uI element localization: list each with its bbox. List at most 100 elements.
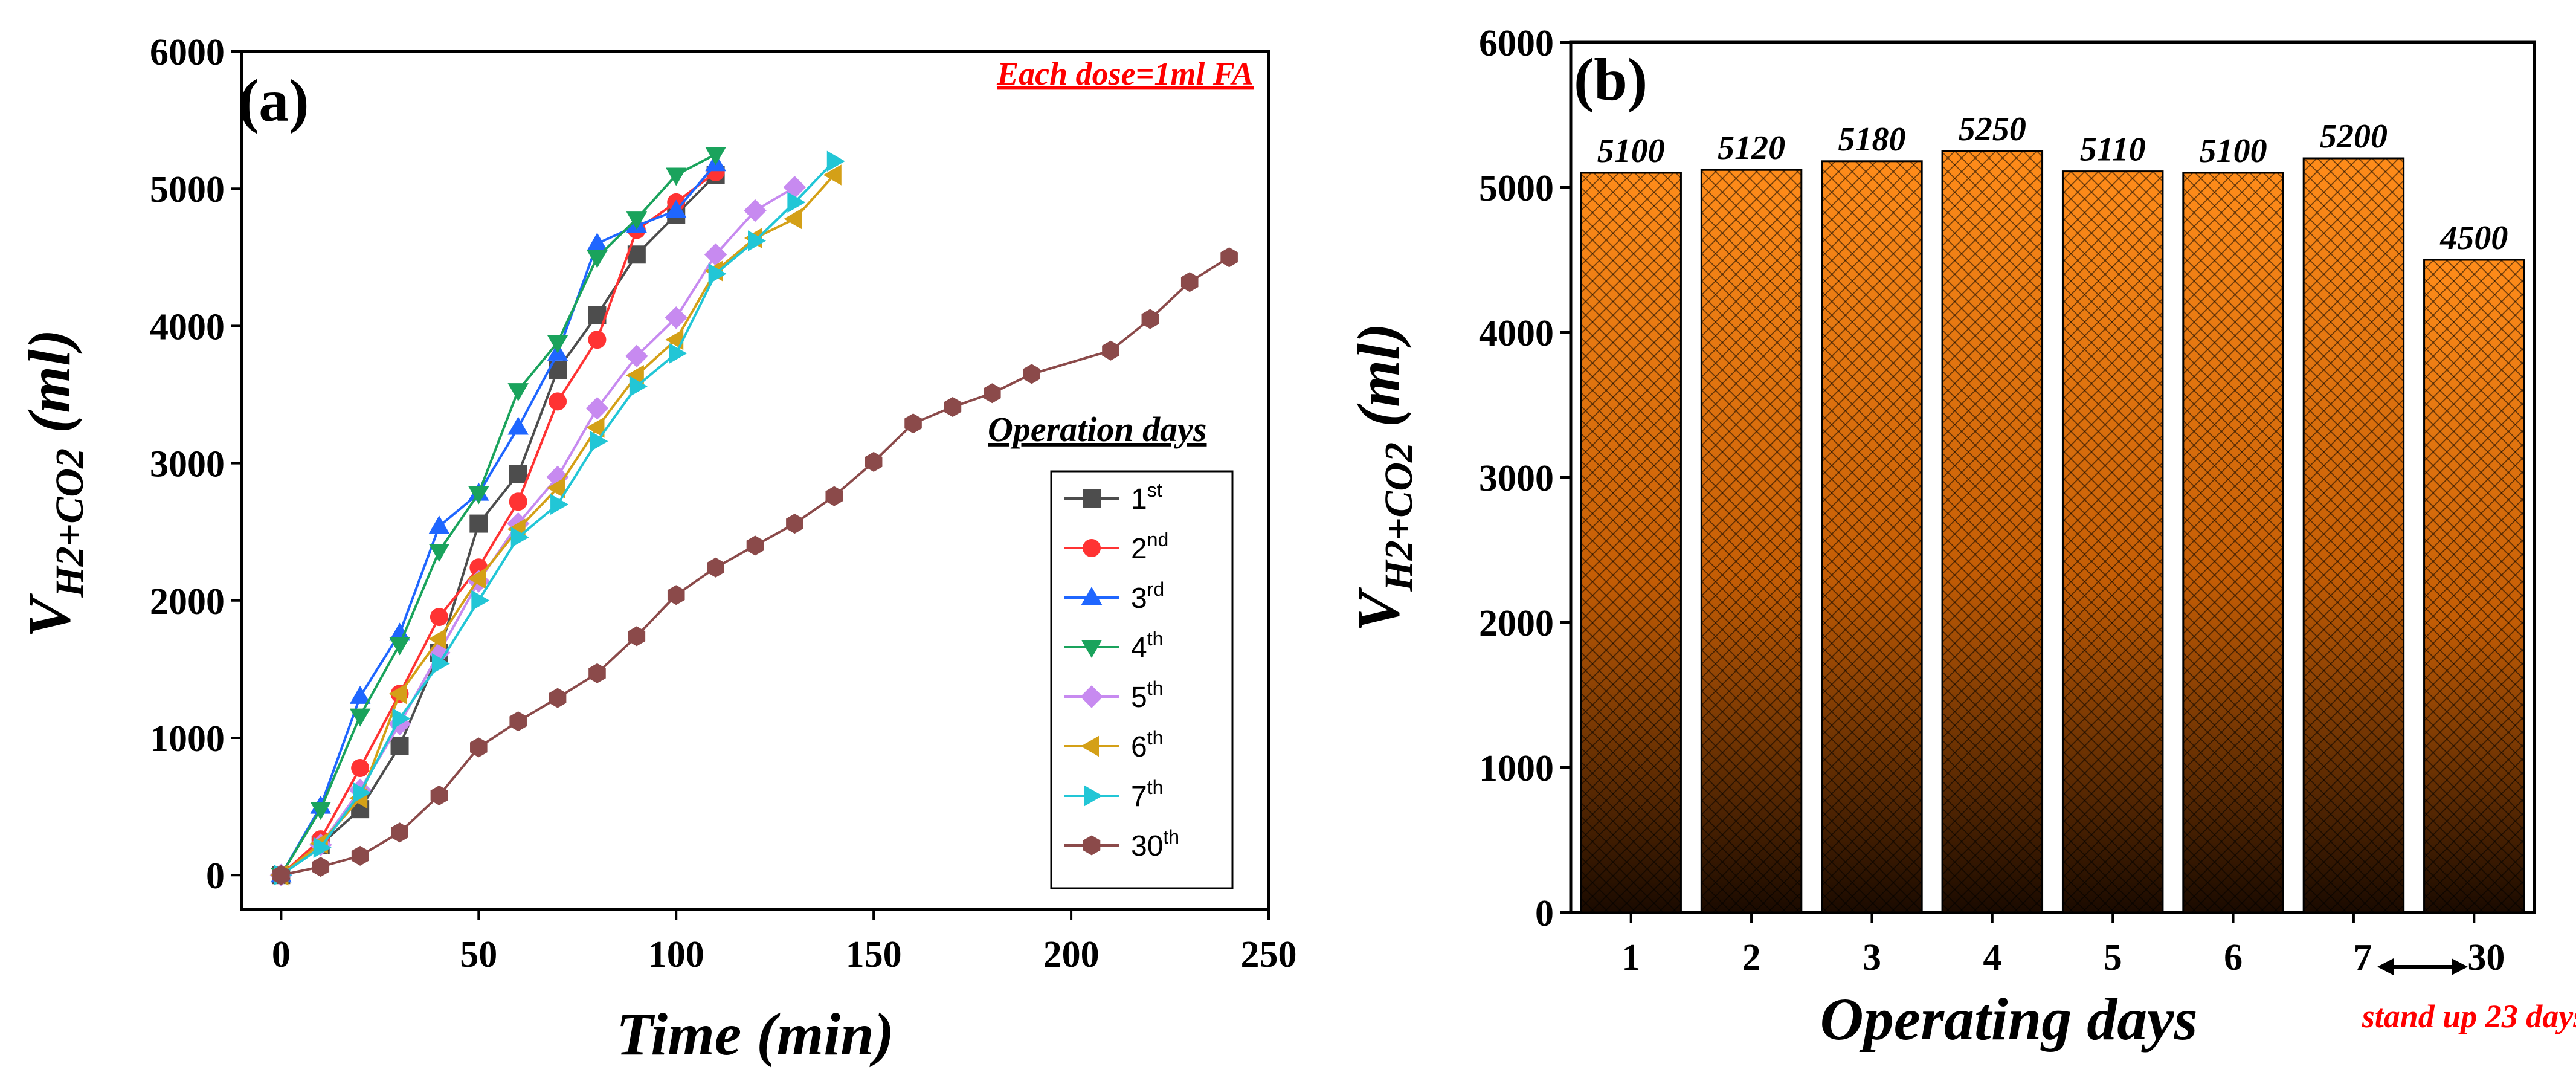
legend-marker bbox=[1081, 640, 1103, 658]
series-1st bbox=[272, 166, 725, 885]
data-point bbox=[587, 250, 608, 268]
bar-data-label: 5110 bbox=[2080, 131, 2146, 169]
panel-a-y-tick-label: 1000 bbox=[150, 718, 225, 760]
bar-data-label: 5100 bbox=[1597, 132, 1665, 170]
bar-hatch bbox=[1701, 170, 1802, 913]
panel-a-y-title-main: V bbox=[16, 593, 83, 637]
panel-b-x-tick-label: 30 bbox=[2467, 937, 2505, 978]
series-4th bbox=[271, 147, 726, 886]
data-point bbox=[826, 150, 845, 172]
data-point bbox=[469, 514, 488, 533]
data-point bbox=[705, 147, 726, 166]
data-point bbox=[389, 637, 410, 656]
legend-label-sup: th bbox=[1163, 826, 1179, 848]
data-point bbox=[510, 527, 529, 548]
data-point bbox=[431, 653, 450, 674]
legend-marker bbox=[1081, 587, 1103, 605]
data-point bbox=[549, 392, 567, 411]
panel-b-y-tick-label: 1000 bbox=[1479, 748, 1554, 789]
bar-hatch bbox=[2183, 173, 2284, 912]
data-point bbox=[1220, 247, 1238, 268]
data-point bbox=[272, 865, 290, 885]
panel-a-y-tick-label: 6000 bbox=[150, 32, 225, 73]
data-point bbox=[509, 492, 527, 511]
data-point bbox=[428, 515, 450, 534]
legend-label-sup: rd bbox=[1147, 578, 1164, 600]
data-point bbox=[746, 535, 764, 556]
bar-data-label: 5120 bbox=[1718, 129, 1785, 167]
legend-entry-6th: 6th bbox=[1064, 727, 1163, 763]
legend-label-sup: th bbox=[1147, 727, 1164, 749]
series-2nd bbox=[272, 163, 725, 885]
bar-hatch bbox=[2062, 171, 2163, 913]
panel-a-x-tick-label: 50 bbox=[460, 934, 497, 975]
series-line bbox=[280, 256, 1230, 877]
bar-hatch bbox=[1942, 151, 2043, 912]
panel-a-y-tick-label: 0 bbox=[206, 856, 225, 897]
data-point bbox=[468, 486, 489, 505]
bar-day-4: 5250 bbox=[1941, 111, 2044, 914]
panel-a-ticks: 0 50 100 150 200 250 0 1000 2000 3000 4000 5000 6000 bbox=[150, 32, 1297, 975]
data-point bbox=[669, 343, 687, 364]
data-point bbox=[707, 557, 724, 578]
data-point bbox=[430, 608, 448, 627]
data-point bbox=[471, 590, 490, 611]
data-point bbox=[349, 685, 371, 704]
panel-a-x-tick-label: 150 bbox=[846, 934, 902, 975]
panel-a-plot-frame bbox=[240, 50, 1270, 911]
data-point bbox=[588, 663, 606, 683]
legend-entry-4th: 4th bbox=[1064, 628, 1163, 664]
data-point bbox=[549, 688, 567, 708]
legend-marker bbox=[1083, 539, 1101, 557]
data-point bbox=[351, 758, 370, 777]
data-point bbox=[865, 451, 883, 472]
data-point bbox=[353, 782, 372, 804]
panel-b-label: (b) bbox=[1574, 46, 1647, 113]
data-point bbox=[704, 243, 727, 266]
data-point bbox=[313, 837, 332, 859]
bar-data-label: 5180 bbox=[1838, 121, 1905, 158]
data-point bbox=[1180, 272, 1199, 292]
data-point bbox=[588, 331, 607, 349]
legend-label-sup: th bbox=[1147, 628, 1164, 650]
panel-a-y-axis-title: VH2+CO2 (ml) bbox=[16, 329, 92, 638]
data-point bbox=[428, 544, 450, 563]
panel-a-y-tick-label: 2000 bbox=[150, 581, 225, 622]
panel-a-line-chart: 0 50 100 150 200 250 0 1000 2000 3000 4000 5000 6000… bbox=[16, 32, 1297, 1068]
data-point bbox=[748, 230, 766, 251]
legend-label-sup: th bbox=[1147, 776, 1164, 798]
series-30th bbox=[272, 247, 1238, 885]
data-point bbox=[547, 477, 565, 498]
panel-b-y-tick-label: 0 bbox=[1535, 893, 1554, 934]
data-point bbox=[310, 802, 332, 821]
legend-label-sup: nd bbox=[1147, 529, 1169, 550]
legend-label: 6th bbox=[1131, 727, 1163, 763]
panel-b-x-tick-label: 2 bbox=[1742, 937, 1761, 978]
data-point bbox=[586, 417, 605, 438]
data-point bbox=[349, 708, 371, 727]
panel-b-y-title-unit: (ml) bbox=[1345, 323, 1412, 442]
bar-data-label: 5100 bbox=[2200, 132, 2267, 170]
data-point bbox=[944, 396, 962, 417]
legend-marker bbox=[1083, 489, 1101, 508]
panel-a-x-tick-label: 200 bbox=[1043, 934, 1100, 975]
legend-entry-3rd: 3rd bbox=[1064, 578, 1164, 615]
data-point bbox=[786, 514, 803, 534]
panel-a-series bbox=[269, 147, 1238, 886]
data-point bbox=[470, 737, 488, 758]
bar-hatch bbox=[2424, 260, 2525, 912]
bar-data-label: 4500 bbox=[2439, 219, 2508, 257]
panel-a-legend-title: Operation days bbox=[988, 410, 1207, 449]
data-point bbox=[550, 494, 569, 515]
bar-day-3: 5180 bbox=[1821, 121, 1923, 914]
panel-b-y-title-main: V bbox=[1345, 587, 1412, 631]
series-line bbox=[280, 153, 716, 876]
panel-b-x-tick-label: 5 bbox=[2104, 937, 2122, 978]
panel-b-y-tick-label: 6000 bbox=[1479, 23, 1554, 64]
data-point bbox=[509, 711, 527, 732]
data-point bbox=[585, 396, 609, 420]
panel-b-bars: 5100 5120 5180 5250 5110 5100 5200 4500 bbox=[1580, 111, 2525, 914]
bar-hatch bbox=[1580, 173, 1681, 912]
data-point bbox=[784, 208, 802, 230]
legend-label: 3rd bbox=[1131, 578, 1164, 615]
